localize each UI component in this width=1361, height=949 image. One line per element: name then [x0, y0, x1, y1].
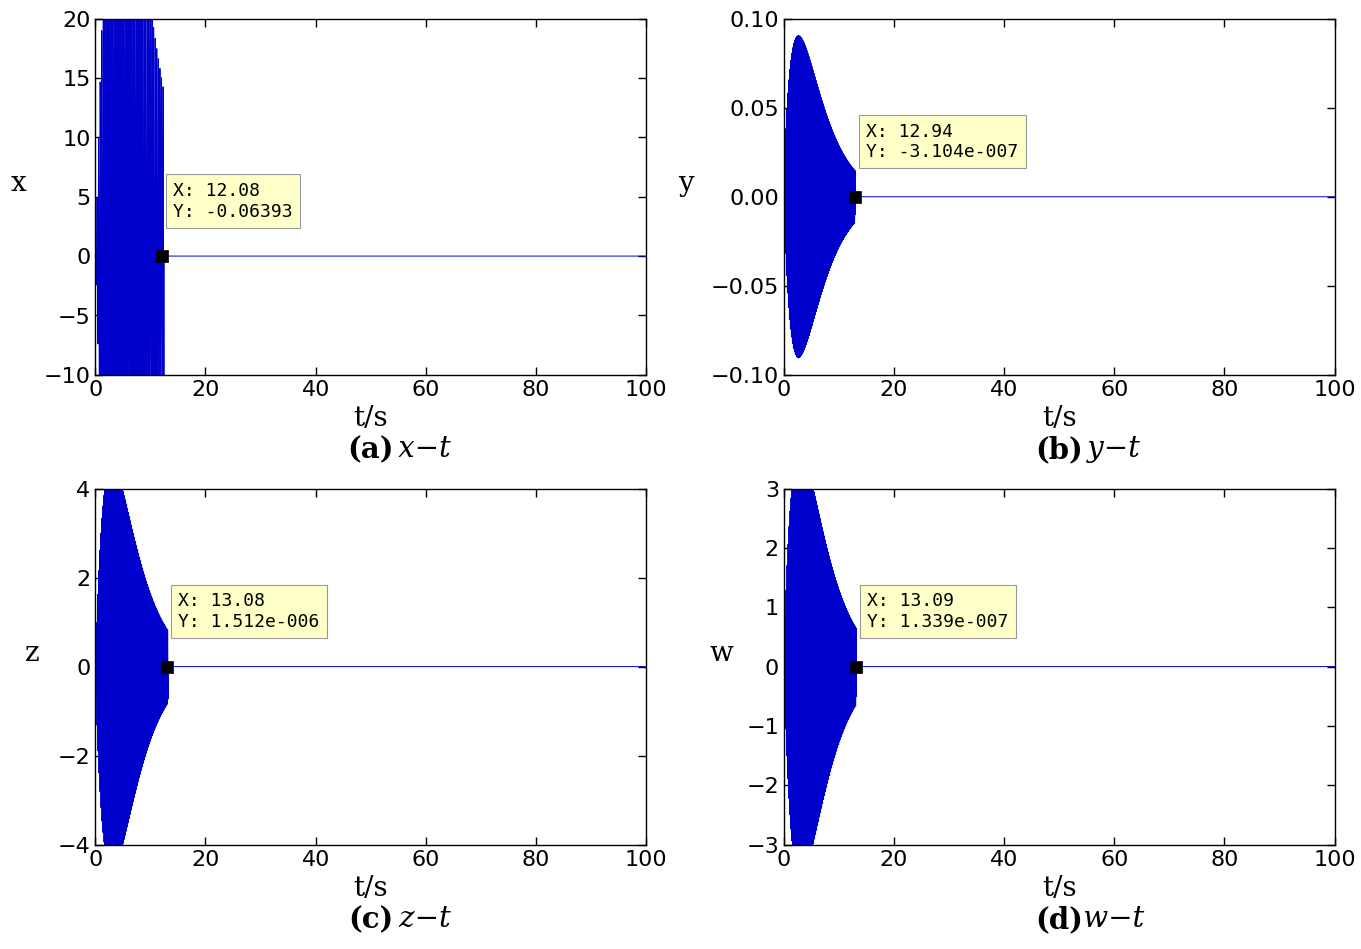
Text: X: 13.09
Y: 1.339e-007: X: 13.09 Y: 1.339e-007 [867, 592, 1007, 631]
Text: X: 13.08
Y: 1.512e-006: X: 13.08 Y: 1.512e-006 [178, 592, 320, 631]
Y-axis label: x: x [11, 170, 26, 197]
Text: X: 12.94
Y: -3.104e-007: X: 12.94 Y: -3.104e-007 [866, 122, 1018, 161]
X-axis label: t/s: t/s [354, 875, 388, 902]
Text: (a): (a) [347, 436, 393, 464]
Y-axis label: y: y [678, 170, 693, 197]
X-axis label: t/s: t/s [1041, 405, 1075, 432]
Text: w−t: w−t [1072, 905, 1143, 933]
Text: x−t: x−t [389, 436, 450, 463]
Text: z−t: z−t [389, 905, 450, 933]
Text: (d): (d) [1034, 905, 1082, 934]
Y-axis label: z: z [26, 640, 39, 666]
Text: (b): (b) [1034, 436, 1082, 464]
X-axis label: t/s: t/s [1041, 875, 1075, 902]
Text: (c): (c) [348, 905, 393, 934]
Text: y−t: y−t [1077, 436, 1139, 463]
X-axis label: t/s: t/s [354, 405, 388, 432]
Text: X: 12.08
Y: -0.06393: X: 12.08 Y: -0.06393 [173, 182, 293, 220]
Y-axis label: w: w [709, 640, 732, 666]
